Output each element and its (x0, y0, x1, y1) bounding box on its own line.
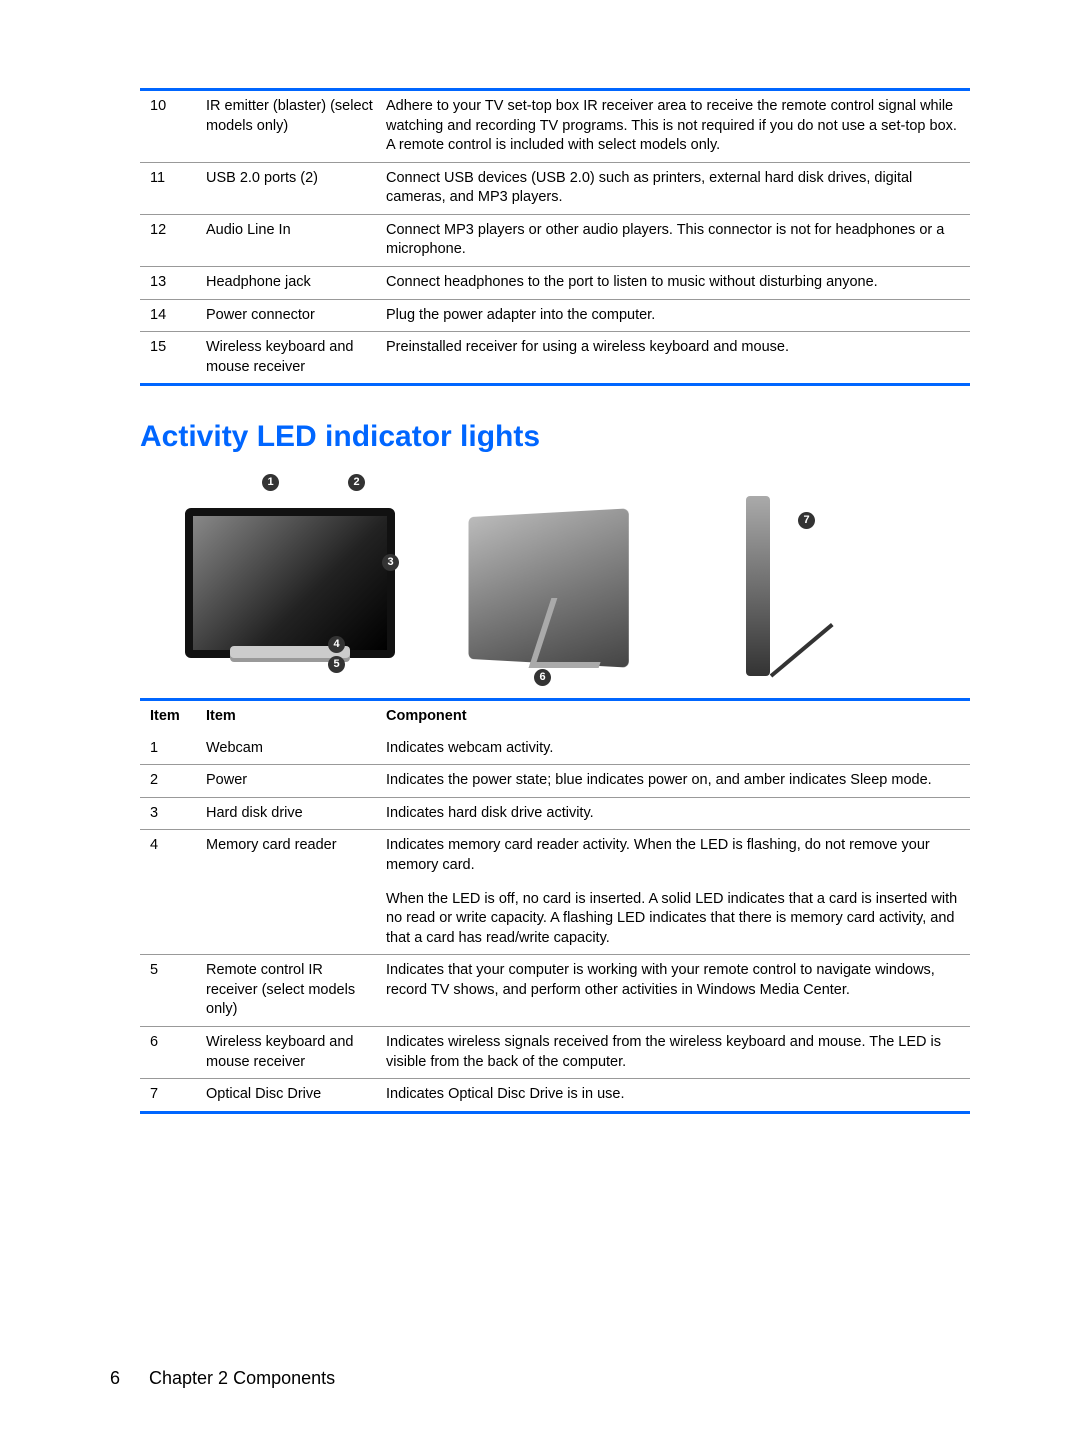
item-desc: Indicates Optical Disc Drive is in use. (380, 1079, 970, 1113)
item-desc: Connect headphones to the port to listen… (380, 266, 970, 299)
item-name: Remote control IR receiver (select model… (200, 955, 380, 1027)
table-row: 2 Power Indicates the power state; blue … (140, 765, 970, 798)
page-footer: 6 Chapter 2 Components (110, 1368, 335, 1389)
item-name: USB 2.0 ports (2) (200, 162, 380, 214)
led-table: Item Item Component 1 Webcam Indicates w… (140, 698, 970, 1113)
item-desc: Indicates memory card reader activity. W… (380, 830, 970, 955)
ports-table: 10 IR emitter (blaster) (select models o… (140, 88, 970, 386)
item-number: 12 (140, 214, 200, 266)
item-number: 10 (140, 90, 200, 163)
diagram-front: 1 2 3 4 5 (170, 468, 410, 688)
table-row: 13 Headphone jack Connect headphones to … (140, 266, 970, 299)
item-number: 11 (140, 162, 200, 214)
item-name: Power (200, 765, 380, 798)
table-row: 15 Wireless keyboard and mouse receiver … (140, 332, 970, 385)
item-name: Hard disk drive (200, 797, 380, 830)
item-name: Power connector (200, 299, 380, 332)
callout-icon: 5 (328, 656, 345, 673)
product-diagram-row: 1 2 3 4 5 6 7 (170, 468, 970, 688)
diagram-back: 6 (434, 468, 654, 688)
item-desc: Indicates the power state; blue indicate… (380, 765, 970, 798)
section-heading: Activity LED indicator lights (140, 420, 970, 454)
table-row: 11 USB 2.0 ports (2) Connect USB devices… (140, 162, 970, 214)
item-desc: Plug the power adapter into the computer… (380, 299, 970, 332)
table-row: 14 Power connector Plug the power adapte… (140, 299, 970, 332)
item-name: Audio Line In (200, 214, 380, 266)
item-name: Memory card reader (200, 830, 380, 955)
callout-icon: 6 (534, 669, 551, 686)
item-desc: Adhere to your TV set-top box IR receive… (380, 90, 970, 163)
diagram-side: 7 (678, 468, 838, 688)
col-header: Item (200, 700, 380, 733)
item-desc: Indicates that your computer is working … (380, 955, 970, 1027)
table-row: 6 Wireless keyboard and mouse receiver I… (140, 1026, 970, 1078)
item-number: 15 (140, 332, 200, 385)
item-number: 14 (140, 299, 200, 332)
table-row: 4 Memory card reader Indicates memory ca… (140, 830, 970, 955)
table-row: 3 Hard disk drive Indicates hard disk dr… (140, 797, 970, 830)
item-name: Wireless keyboard and mouse receiver (200, 332, 380, 385)
table-row: 1 Webcam Indicates webcam activity. (140, 733, 970, 765)
item-number: 13 (140, 266, 200, 299)
item-number: 2 (140, 765, 200, 798)
table-header-row: Item Item Component (140, 700, 970, 733)
item-number: 1 (140, 733, 200, 765)
callout-icon: 3 (382, 554, 399, 571)
page-number: 6 (110, 1368, 144, 1389)
item-desc: Indicates hard disk drive activity. (380, 797, 970, 830)
item-name: Optical Disc Drive (200, 1079, 380, 1113)
item-desc: Indicates webcam activity. (380, 733, 970, 765)
item-number: 7 (140, 1079, 200, 1113)
item-desc-p1: Indicates memory card reader activity. W… (386, 836, 964, 875)
item-number: 5 (140, 955, 200, 1027)
page: 10 IR emitter (blaster) (select models o… (0, 0, 1080, 1437)
item-name: Webcam (200, 733, 380, 765)
item-name: Headphone jack (200, 266, 380, 299)
item-number: 3 (140, 797, 200, 830)
col-header: Item (140, 700, 200, 733)
item-desc: Connect MP3 players or other audio playe… (380, 214, 970, 266)
item-name: IR emitter (blaster) (select models only… (200, 90, 380, 163)
table-row: 5 Remote control IR receiver (select mod… (140, 955, 970, 1027)
item-desc: Indicates wireless signals received from… (380, 1026, 970, 1078)
item-number: 6 (140, 1026, 200, 1078)
item-name: Wireless keyboard and mouse receiver (200, 1026, 380, 1078)
callout-icon: 2 (348, 474, 365, 491)
item-number: 4 (140, 830, 200, 955)
table-row: 12 Audio Line In Connect MP3 players or … (140, 214, 970, 266)
callout-icon: 7 (798, 512, 815, 529)
col-header: Component (380, 700, 970, 733)
callout-icon: 1 (262, 474, 279, 491)
chapter-label: Chapter 2 Components (149, 1368, 335, 1388)
item-desc-p2: When the LED is off, no card is inserted… (386, 876, 964, 949)
item-desc: Preinstalled receiver for using a wirele… (380, 332, 970, 385)
table-row: 10 IR emitter (blaster) (select models o… (140, 90, 970, 163)
item-desc: Connect USB devices (USB 2.0) such as pr… (380, 162, 970, 214)
table-row: 7 Optical Disc Drive Indicates Optical D… (140, 1079, 970, 1113)
